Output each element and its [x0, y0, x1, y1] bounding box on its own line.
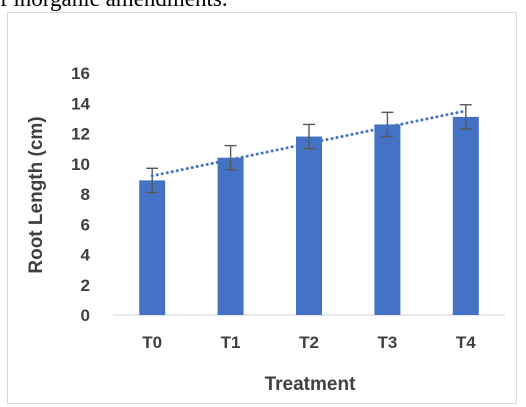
y-tick-label: 0 — [81, 306, 90, 325]
y-axis-ticks: 0 2 4 6 8 10 12 14 16 — [71, 64, 90, 325]
x-tick-label: T4 — [456, 333, 476, 352]
caption-fragment: f inorganic amendments. — [0, 0, 228, 12]
y-tick-label: 14 — [71, 94, 90, 113]
x-tick-label: T3 — [377, 333, 397, 352]
x-axis-ticks: T0 T1 T2 T3 T4 — [142, 333, 476, 352]
error-bars — [146, 104, 472, 194]
y-tick-label: 6 — [81, 215, 90, 234]
y-tick-label: 16 — [71, 64, 90, 83]
error-bar — [224, 144, 237, 171]
chart-area — [7, 12, 517, 404]
x-axis-title: Treatment — [265, 374, 356, 395]
x-tick-label: T2 — [299, 333, 319, 352]
y-tick-label: 12 — [71, 125, 90, 144]
y-axis-title: Root Length (cm) — [26, 116, 47, 273]
y-tick-label: 2 — [81, 276, 90, 295]
error-bar — [146, 167, 159, 194]
bar — [217, 157, 244, 315]
y-tick-label: 10 — [71, 155, 90, 174]
y-tick-label: 8 — [81, 185, 90, 204]
x-tick-label: T1 — [221, 333, 241, 352]
bar — [139, 180, 166, 315]
bar — [296, 136, 322, 315]
x-tick-label: T0 — [142, 333, 162, 352]
error-bar — [303, 123, 315, 150]
bars — [139, 116, 479, 315]
error-bar — [459, 104, 472, 130]
error-bar — [381, 111, 394, 138]
bar — [452, 116, 479, 315]
y-tick-label: 4 — [81, 246, 91, 265]
bar — [374, 124, 401, 315]
